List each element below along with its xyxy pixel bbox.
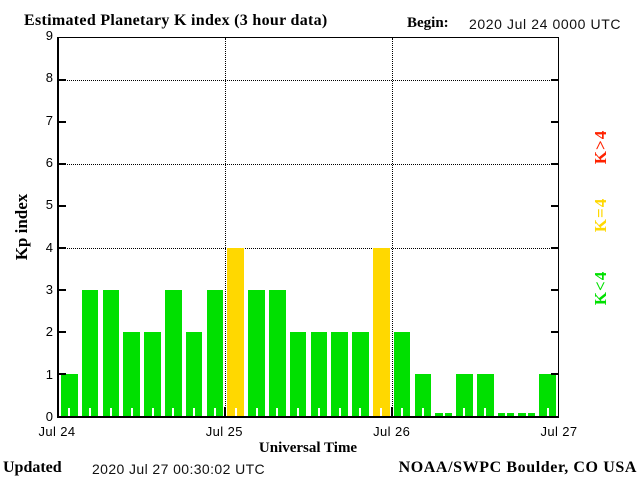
y-tick-right-3 — [551, 289, 558, 291]
minor-tick-14 — [359, 408, 362, 416]
minor-tick-21 — [505, 408, 508, 416]
begin-label: Begin: — [407, 15, 449, 31]
kp-bar-16 — [393, 332, 411, 416]
day-tick-2 — [390, 407, 393, 416]
y-tick-left-5 — [59, 205, 66, 207]
kp-bar-17 — [414, 374, 432, 416]
minor-tick-3 — [130, 408, 133, 416]
minor-tick-20 — [484, 408, 487, 416]
gridline-day-2 — [391, 38, 393, 416]
kp-bar-12 — [310, 332, 328, 416]
gridline-kp-6 — [59, 164, 558, 165]
y-tick-label-7: 7 — [45, 112, 53, 128]
y-tick-label-9: 9 — [45, 28, 53, 43]
y-tick-left-4 — [59, 247, 66, 249]
minor-tick-6 — [193, 408, 196, 416]
x-tick-label-jul-26: Jul 26 — [373, 424, 411, 439]
y-tick-right-5 — [551, 205, 558, 207]
chart-title: Estimated Planetary K index (3 hour data… — [24, 12, 328, 29]
y-tick-left-8 — [59, 79, 66, 81]
y-tick-label-1: 1 — [45, 366, 53, 382]
minor-tick-19 — [463, 408, 466, 416]
gridline-kp-8 — [59, 80, 558, 81]
minor-tick-16 — [401, 408, 404, 416]
y-tick-left-3 — [59, 289, 66, 291]
kp-bar-2 — [102, 290, 120, 416]
y-tick-left-6 — [59, 163, 66, 165]
minor-tick-1 — [89, 408, 92, 416]
kp-bar-3 — [123, 332, 141, 416]
kp-bar-7 — [206, 290, 224, 416]
minor-tick-13 — [338, 408, 341, 416]
kp-bar-10 — [268, 290, 286, 416]
y-tick-left-1 — [59, 373, 66, 375]
gridline-day-1 — [225, 38, 227, 416]
x-tick-label-jul-27: Jul 27 — [540, 424, 578, 439]
y-tick-label-5: 5 — [45, 197, 53, 213]
y-tick-label-0: 0 — [45, 409, 53, 424]
x-axis-title: Universal Time — [258, 440, 358, 456]
kp-bar-14 — [352, 332, 369, 416]
minor-tick-23 — [546, 408, 549, 416]
legend-k-below-4: K<4 — [591, 270, 610, 306]
day-tick-1 — [224, 407, 227, 416]
minor-tick-9 — [255, 408, 258, 416]
kp-bar-19 — [456, 374, 473, 416]
updated-label: Updated — [3, 459, 62, 476]
minor-tick-12 — [317, 408, 320, 416]
gridline-kp-4 — [59, 248, 558, 249]
y-tick-label-8: 8 — [45, 70, 53, 86]
legend-k-above-4: K>4 — [591, 129, 610, 165]
minor-tick-4 — [151, 408, 154, 416]
y-tick-label-4: 4 — [45, 239, 53, 255]
y-tick-left-7 — [59, 121, 66, 123]
minor-tick-18 — [442, 408, 445, 416]
kp-bar-4 — [144, 332, 161, 416]
minor-tick-8 — [234, 408, 237, 416]
kp-bar-23 — [539, 374, 556, 416]
kp-bar-11 — [289, 332, 307, 416]
minor-tick-5 — [172, 408, 175, 416]
x-tick-label-jul-25: Jul 25 — [205, 424, 243, 439]
kp-bar-13 — [331, 332, 348, 416]
y-tick-right-2 — [551, 331, 558, 333]
y-tick-label-3: 3 — [45, 282, 53, 297]
minor-tick-15 — [380, 408, 383, 416]
y-tick-right-7 — [551, 121, 558, 123]
y-tick-label-6: 6 — [45, 155, 53, 170]
y-tick-right-1 — [551, 373, 558, 375]
kp-bar-1 — [81, 290, 99, 416]
kp-bar-9 — [248, 290, 265, 416]
y-tick-left-2 — [59, 331, 66, 333]
kp-bar-20 — [476, 374, 494, 416]
y-tick-label-2: 2 — [45, 324, 53, 340]
minor-tick-22 — [525, 408, 528, 416]
minor-tick-11 — [297, 408, 300, 416]
plot-area — [57, 37, 559, 418]
minor-tick-7 — [213, 408, 216, 416]
credit-text: NOAA/SWPC Boulder, CO USA — [398, 459, 637, 476]
y-tick-right-8 — [551, 79, 558, 81]
minor-tick-10 — [276, 408, 279, 416]
kp-bar-8 — [227, 248, 245, 416]
minor-tick-17 — [421, 408, 424, 416]
kp-bar-6 — [185, 332, 203, 416]
minor-tick-2 — [109, 408, 112, 416]
kp-bar-0 — [61, 374, 78, 416]
kp-bar-15 — [372, 248, 390, 416]
begin-value: 2020 Jul 24 0000 UTC — [469, 16, 622, 32]
x-tick-label-jul-24: Jul 24 — [38, 424, 76, 439]
y-tick-right-6 — [551, 163, 558, 165]
y-tick-right-4 — [551, 247, 558, 249]
updated-timestamp: 2020 Jul 27 00:30:02 UTC — [92, 461, 266, 477]
legend-k-equal-4: K=4 — [591, 197, 610, 233]
kp-bar-5 — [165, 290, 182, 416]
minor-tick-0 — [68, 408, 71, 416]
